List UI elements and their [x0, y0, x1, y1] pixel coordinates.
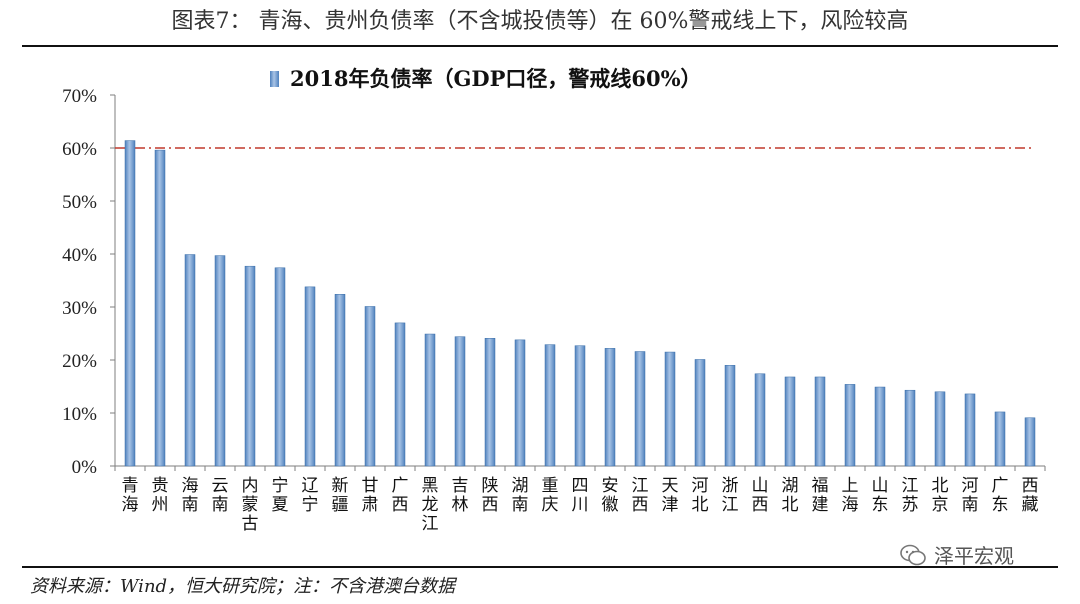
x-tick-label: 天津 [662, 476, 679, 515]
bar [874, 386, 886, 467]
x-tick-label: 黑龙江 [422, 476, 439, 534]
x-tick-label: 湖南 [512, 476, 529, 515]
source-note: 资料来源：Wind，恒大研究院；注：不含港澳台数据 [30, 576, 456, 597]
bar [784, 376, 796, 467]
bar [454, 336, 466, 467]
figure-title: 图表7： 青海、贵州负债率（不含城投债等）在 60%警戒线上下，风险较高 [171, 9, 909, 34]
bar [334, 294, 346, 467]
y-tick-label: 30% [62, 298, 97, 319]
x-tick-label: 山东 [872, 476, 889, 515]
chart-container: 2018年负债率（GDP口径，警戒线60%） 0% 10% 20% 30% 40% 50%… [0, 50, 1080, 565]
x-tick-label: 山西 [752, 476, 769, 515]
bar [574, 345, 586, 467]
y-tick-label: 50% [62, 192, 97, 213]
x-tick-labels: 青海贵州海南云南内蒙古宁夏辽宁新疆甘肃广西黑龙江吉林陕西湖南重庆四川安徽江西天津… [122, 476, 1039, 534]
title-divider [22, 45, 1058, 47]
x-tick-label: 西藏 [1022, 476, 1039, 515]
x-tick-label: 青海 [122, 476, 139, 515]
x-tick-label: 上海 [842, 476, 859, 515]
x-tick-label: 河南 [962, 476, 979, 515]
legend-swatch [270, 71, 279, 87]
x-tick-label: 贵州 [152, 476, 169, 515]
x-tick-label: 安徽 [602, 476, 619, 515]
legend-label: 2018年负债率（GDP口径，警戒线60%） [290, 66, 702, 91]
bar [694, 359, 706, 467]
x-tick-label: 湖北 [782, 476, 799, 515]
bar [664, 351, 676, 467]
bar [724, 365, 736, 467]
x-tick-label: 福建 [812, 476, 829, 515]
y-tick-label: 0% [72, 457, 98, 478]
chart-legend: 2018年负债率（GDP口径，警戒线60%） [270, 66, 702, 91]
bar [154, 149, 166, 467]
x-tick-label: 北京 [932, 476, 949, 515]
x-tick-label: 江西 [632, 476, 649, 515]
x-tick-label: 甘肃 [362, 476, 379, 515]
watermark: 泽平宏观 [900, 540, 1014, 569]
x-tick-label: 宁夏 [272, 476, 289, 515]
bar [274, 267, 286, 467]
bar [124, 140, 136, 467]
bar [394, 322, 406, 467]
bar [424, 333, 436, 467]
bar [844, 384, 856, 467]
x-tick-label: 江苏 [902, 476, 919, 515]
y-tick-label: 10% [62, 404, 97, 425]
bar [814, 376, 826, 467]
bar [904, 389, 916, 467]
y-tick-label: 70% [62, 86, 97, 107]
footer-divider [22, 566, 1058, 568]
chart-axes: 0% 10% 20% 30% 40% 50% 60% 70% [62, 86, 1046, 478]
wechat-icon [900, 544, 926, 565]
bar [544, 344, 556, 467]
x-tick-label: 吉林 [452, 476, 469, 515]
bar [484, 338, 496, 467]
bar [604, 348, 616, 467]
x-tick-label: 陕西 [482, 476, 499, 515]
bar-series [124, 140, 1036, 467]
y-tick-label: 40% [62, 245, 97, 266]
bar [964, 393, 976, 467]
x-tick-label: 四川 [572, 476, 589, 515]
bar [754, 373, 766, 467]
bar [1024, 417, 1036, 467]
x-tick-label: 重庆 [542, 476, 559, 515]
y-tick-label: 20% [62, 351, 97, 372]
bar-chart: 2018年负债率（GDP口径，警戒线60%） 0% 10% 20% 30% 40% 50%… [62, 66, 1046, 534]
bar [184, 254, 196, 467]
watermark-text: 泽平宏观 [934, 544, 1014, 568]
x-tick-label: 云南 [212, 476, 229, 515]
x-tick-label: 海南 [182, 476, 199, 515]
x-tick-label: 河北 [692, 476, 709, 515]
bar [364, 306, 376, 467]
bar [514, 339, 526, 467]
bar [304, 286, 316, 467]
bar [244, 265, 256, 467]
x-tick-label: 浙江 [722, 476, 739, 515]
x-tick-label: 辽宁 [302, 476, 319, 515]
bar [934, 391, 946, 467]
bar [634, 351, 646, 467]
y-tick-label: 60% [62, 139, 97, 160]
x-tick-label: 广东 [992, 476, 1009, 515]
x-tick-label: 广西 [392, 476, 409, 515]
bar [214, 255, 226, 467]
x-tick-label: 新疆 [332, 476, 349, 515]
bar [994, 411, 1006, 467]
x-tick-label: 内蒙古 [242, 476, 259, 534]
